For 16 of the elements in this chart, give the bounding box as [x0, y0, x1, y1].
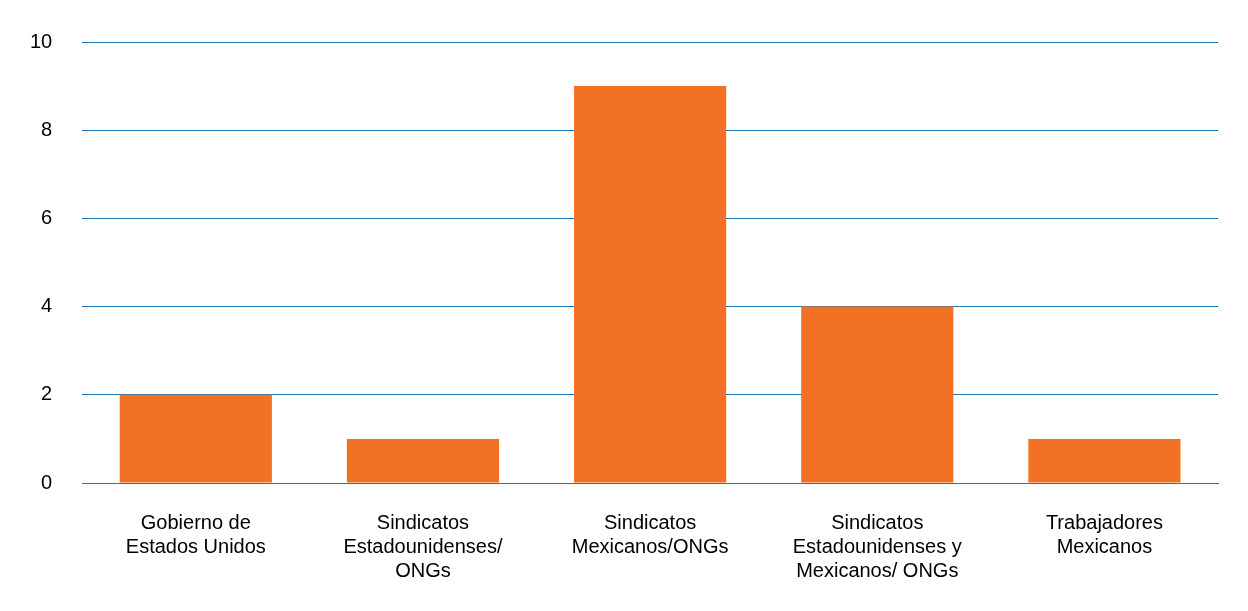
bar	[574, 86, 727, 483]
x-tick-label: Sindicatos Estadounidenses y Mexicanos/ ONGs	[792, 510, 962, 581]
bar	[1028, 438, 1181, 483]
y-tick-label: 8	[41, 117, 53, 140]
y-tick-label: 6	[41, 205, 53, 228]
y-tick-label: 2	[41, 382, 53, 405]
y-tick-label: 4	[41, 294, 53, 317]
bar	[119, 394, 272, 483]
x-tick-label: Sindicatos Mexicanos/ONGs	[571, 510, 729, 557]
x-tick-label: Trabajadores Mexicanos	[1045, 510, 1163, 557]
x-tick-label: Gobierno de Estados Unidos	[125, 510, 266, 557]
bar	[801, 306, 954, 483]
bar	[346, 438, 500, 483]
y-tick-label: 0	[41, 470, 53, 493]
y-tick-label: 10	[30, 29, 53, 52]
x-tick-label: Sindicatos Estadounidenses/ ONGs	[343, 510, 503, 581]
